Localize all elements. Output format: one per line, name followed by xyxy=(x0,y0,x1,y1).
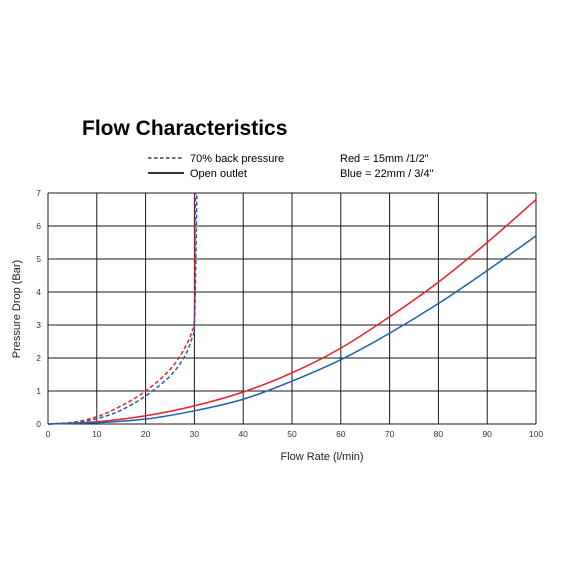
legend-red-note: Red = 15mm /1/2" xyxy=(340,153,429,165)
x-tick-label: 20 xyxy=(141,429,151,439)
y-tick-label: 6 xyxy=(36,221,41,231)
x-tick-label: 60 xyxy=(336,429,346,439)
series-line-red-solid xyxy=(47,199,537,425)
series-line-blue-dashed xyxy=(47,192,198,425)
legend: 70% back pressure Open outlet Red = 15mm… xyxy=(148,153,434,180)
y-tick-label: 7 xyxy=(36,188,41,198)
x-tick-label: 30 xyxy=(190,429,200,439)
legend-solid-label: Open outlet xyxy=(190,168,247,180)
y-tick-label: 0 xyxy=(36,419,41,429)
x-tick-label: 50 xyxy=(287,429,297,439)
x-tick-label: 70 xyxy=(385,429,395,439)
series xyxy=(47,192,537,425)
tick-labels: 0 10 20 30 40 50 60 70 80 90 100 0 1 2 3 4 5 6 7 xyxy=(36,188,543,439)
x-tick-label: 10 xyxy=(92,429,102,439)
x-tick-label: 100 xyxy=(529,429,543,439)
y-tick-label: 1 xyxy=(36,386,41,396)
x-tick-label: 90 xyxy=(482,429,492,439)
y-tick-label: 3 xyxy=(36,320,41,330)
legend-blue-note: Blue = 22mm / 3/4" xyxy=(340,168,434,180)
series-line-blue-solid xyxy=(47,235,537,425)
y-tick-label: 5 xyxy=(36,254,41,264)
grid xyxy=(47,192,537,425)
y-tick-label: 2 xyxy=(36,353,41,363)
x-tick-label: 40 xyxy=(238,429,248,439)
x-tick-label: 0 xyxy=(46,429,51,439)
x-tick-label: 80 xyxy=(434,429,444,439)
x-axis-label: Flow Rate (l/min) xyxy=(280,451,363,463)
y-tick-label: 4 xyxy=(36,287,41,297)
legend-dashed-label: 70% back pressure xyxy=(190,153,284,165)
series-line-red-dashed xyxy=(47,192,197,425)
chart-title: Flow Characteristics xyxy=(82,117,287,140)
y-axis-label: Pressure Drop (Bar) xyxy=(11,260,23,358)
